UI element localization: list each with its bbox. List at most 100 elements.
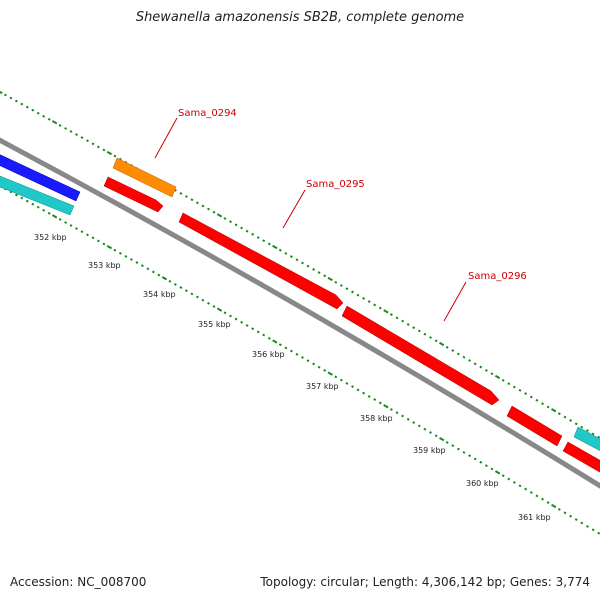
inner-ruler-minor-tick bbox=[229, 314, 232, 318]
inner-ruler-minor-tick bbox=[96, 239, 100, 243]
leader-sama-0296 bbox=[443, 281, 467, 322]
outer-ruler-minor-tick bbox=[339, 284, 343, 287]
inner-ruler-major-tick bbox=[327, 371, 333, 376]
outer-ruler-minor-tick bbox=[462, 355, 466, 359]
inner-ruler-minor-tick bbox=[20, 196, 24, 200]
outer-ruler-minor-tick bbox=[473, 362, 477, 366]
inner-ruler-minor-tick bbox=[535, 494, 539, 498]
outer-ruler-major-tick bbox=[106, 150, 113, 156]
inner-ruler-major-tick bbox=[106, 244, 113, 250]
outer-ruler-minor-tick bbox=[406, 322, 410, 326]
outer-ruler-minor-tick bbox=[58, 123, 62, 127]
outer-ruler-minor-tick bbox=[569, 418, 573, 422]
inner-ruler-minor-tick bbox=[31, 202, 35, 206]
outer-ruler-minor-tick bbox=[179, 191, 183, 195]
inner-ruler-minor-tick bbox=[245, 324, 249, 327]
inner-ruler-minor-tick bbox=[251, 327, 255, 331]
inner-ruler-minor-tick bbox=[518, 484, 522, 488]
map-title: Shewanella amazonensis SB2B, complete ge… bbox=[135, 10, 465, 25]
inner-ruler-minor-tick bbox=[339, 378, 343, 382]
inner-ruler-minor-tick bbox=[378, 401, 382, 405]
inner-ruler-minor-tick bbox=[362, 391, 366, 395]
inner-ruler-dots bbox=[0, 183, 600, 535]
inner-ruler-minor-tick bbox=[351, 385, 354, 389]
gene-red-right[interactable] bbox=[506, 405, 563, 447]
outer-ruler-minor-tick bbox=[20, 102, 24, 106]
inner-ruler-major-tick bbox=[51, 214, 58, 219]
gene-cyan-left[interactable] bbox=[0, 172, 75, 216]
inner-ruler-minor-tick bbox=[557, 507, 561, 511]
inner-ruler-minor-tick bbox=[473, 457, 477, 461]
inner-ruler-minor-tick bbox=[173, 282, 177, 286]
tick-label-354: 354 kbp bbox=[143, 290, 176, 299]
tick-label-358: 358 kbp bbox=[360, 414, 393, 423]
gene-sama-0294[interactable] bbox=[112, 157, 177, 198]
outer-ruler-minor-tick bbox=[317, 271, 321, 275]
inner-ruler-minor-tick bbox=[184, 289, 188, 293]
outer-ruler-minor-tick bbox=[36, 111, 40, 115]
inner-ruler-minor-tick bbox=[179, 286, 183, 290]
outer-ruler-minor-tick bbox=[389, 313, 393, 317]
inner-ruler-minor-tick bbox=[14, 193, 18, 197]
outer-ruler-minor-tick bbox=[507, 382, 511, 386]
tick-label-356: 356 kbp bbox=[252, 350, 285, 359]
inner-ruler-minor-tick bbox=[512, 480, 516, 484]
inner-ruler-minor-tick bbox=[146, 267, 150, 271]
label-sama-0296: Sama_0296 bbox=[468, 271, 527, 282]
outer-ruler-minor-tick bbox=[518, 388, 522, 392]
outer-ruler-minor-tick bbox=[351, 290, 354, 294]
outer-ruler-major-tick bbox=[383, 309, 389, 314]
inner-ruler-minor-tick bbox=[212, 305, 216, 308]
gene-sama-0295[interactable] bbox=[178, 212, 344, 310]
leader-sama-0295 bbox=[282, 189, 306, 229]
inner-ruler-minor-tick bbox=[168, 279, 172, 283]
inner-ruler-minor-tick bbox=[334, 375, 338, 379]
outer-ruler-minor-tick bbox=[323, 274, 327, 278]
outer-ruler-minor-tick bbox=[373, 303, 377, 307]
outer-ruler-major-tick bbox=[494, 374, 501, 380]
inner-ruler-minor-tick bbox=[58, 217, 62, 221]
inner-ruler-minor-tick bbox=[91, 236, 95, 240]
inner-ruler-minor-tick bbox=[223, 311, 227, 315]
inner-ruler-minor-tick bbox=[118, 251, 122, 255]
gene-cyan-right[interactable] bbox=[573, 426, 600, 456]
outer-ruler-major-tick bbox=[272, 244, 278, 250]
outer-ruler-minor-tick bbox=[229, 220, 232, 224]
outer-ruler-minor-tick bbox=[201, 204, 205, 208]
inner-ruler-major-tick bbox=[216, 307, 223, 312]
outer-ruler-minor-tick bbox=[334, 280, 338, 284]
inner-ruler-minor-tick bbox=[295, 352, 299, 356]
inner-ruler-minor-tick bbox=[389, 408, 393, 411]
inner-ruler-minor-tick bbox=[317, 365, 321, 369]
gene-sama-0296[interactable] bbox=[341, 305, 500, 406]
inner-ruler-minor-tick bbox=[434, 434, 438, 438]
outer-ruler-minor-tick bbox=[356, 293, 360, 297]
inner-ruler-minor-tick bbox=[373, 398, 377, 402]
outer-ruler-minor-tick bbox=[278, 248, 282, 252]
gene-red-small[interactable] bbox=[103, 176, 164, 213]
gene-blue-left[interactable] bbox=[0, 150, 81, 202]
outer-ruler-minor-tick bbox=[484, 368, 488, 372]
inner-ruler-minor-tick bbox=[507, 477, 511, 481]
outer-ruler-minor-tick bbox=[245, 229, 249, 233]
outer-ruler-minor-tick bbox=[580, 425, 584, 429]
outer-ruler-major-tick bbox=[51, 120, 58, 125]
inner-ruler-minor-tick bbox=[456, 447, 460, 451]
outer-ruler-minor-tick bbox=[96, 145, 100, 149]
inner-ruler-minor-tick bbox=[201, 298, 205, 302]
inner-ruler-minor-tick bbox=[423, 427, 427, 431]
label-sama-0295: Sama_0295 bbox=[306, 179, 365, 190]
outer-ruler-minor-tick bbox=[289, 255, 293, 259]
inner-ruler-major-tick bbox=[383, 404, 389, 409]
outer-ruler-minor-tick bbox=[234, 223, 238, 227]
outer-ruler-minor-tick bbox=[262, 239, 266, 243]
inner-ruler-major-tick bbox=[551, 503, 557, 509]
outer-ruler-minor-tick bbox=[574, 422, 578, 426]
outer-ruler-minor-tick bbox=[451, 349, 455, 353]
inner-ruler-minor-tick bbox=[113, 248, 117, 252]
outer-ruler-minor-tick bbox=[207, 207, 210, 211]
inner-ruler-minor-tick bbox=[501, 474, 505, 478]
outer-ruler-minor-tick bbox=[541, 402, 544, 406]
gene-red-right-2[interactable] bbox=[562, 441, 600, 478]
